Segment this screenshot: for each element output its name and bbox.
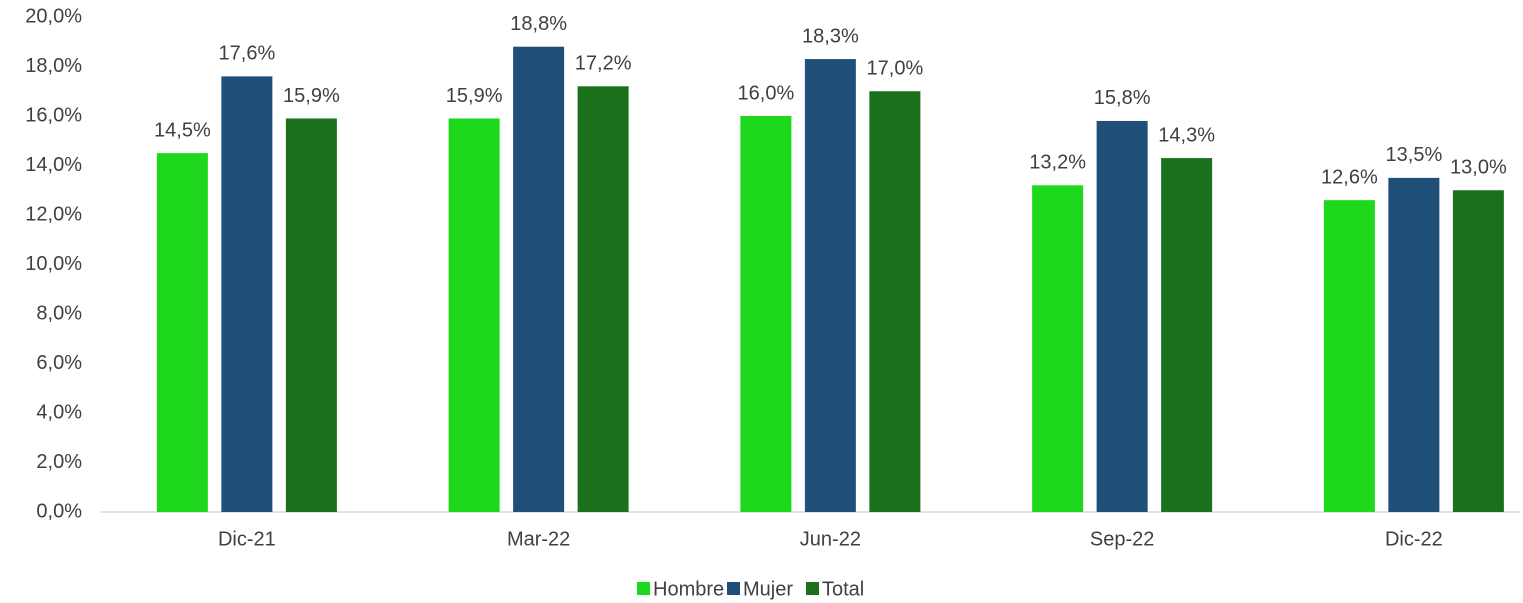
- data-label: 14,3%: [1158, 124, 1215, 146]
- bar: [577, 86, 629, 513]
- bar: [804, 59, 856, 512]
- y-tick-label: 14,0%: [25, 154, 82, 176]
- legend-label: Total: [822, 578, 864, 600]
- y-tick-label: 6,0%: [36, 352, 82, 374]
- bar: [1032, 185, 1084, 513]
- bar: [513, 46, 565, 512]
- x-tick-label: Jun-22: [800, 528, 861, 550]
- bar: [1388, 177, 1440, 512]
- y-tick-label: 8,0%: [36, 302, 82, 324]
- legend-swatch: [637, 582, 650, 595]
- x-tick-label: Dic-22: [1385, 528, 1443, 550]
- y-tick-label: 18,0%: [25, 55, 82, 77]
- data-label: 14,5%: [154, 119, 211, 141]
- y-tick-label: 20,0%: [25, 5, 82, 27]
- data-label: 18,3%: [802, 25, 859, 47]
- y-tick-label: 0,0%: [36, 500, 82, 522]
- x-tick-label: Dic-21: [218, 528, 276, 550]
- legend-swatch: [806, 582, 819, 595]
- legend-label: Hombre: [653, 578, 724, 600]
- y-tick-label: 16,0%: [25, 104, 82, 126]
- y-tick-label: 10,0%: [25, 253, 82, 275]
- data-label: 12,6%: [1321, 166, 1378, 188]
- y-tick-label: 4,0%: [36, 401, 82, 423]
- data-label: 15,9%: [283, 85, 340, 107]
- bar: [740, 116, 792, 512]
- data-label: 17,0%: [867, 58, 924, 80]
- data-label: 17,2%: [575, 53, 632, 75]
- bar: [1096, 120, 1148, 512]
- data-label: 15,8%: [1094, 87, 1151, 109]
- legend-label: Mujer: [743, 578, 793, 600]
- y-tick-label: 12,0%: [25, 203, 82, 225]
- bar: [1161, 158, 1213, 512]
- bar: [1452, 190, 1504, 512]
- x-tick-label: Sep-22: [1090, 528, 1155, 550]
- bar: [448, 118, 500, 512]
- bar: [156, 153, 208, 512]
- data-label: 15,9%: [446, 85, 503, 107]
- y-tick-label: 2,0%: [36, 451, 82, 473]
- data-label: 17,6%: [219, 43, 276, 65]
- x-tick-label: Mar-22: [507, 528, 570, 550]
- data-label: 18,8%: [510, 13, 567, 35]
- bar: [1323, 200, 1375, 512]
- data-label: 13,2%: [1029, 152, 1086, 174]
- bar: [869, 91, 921, 512]
- bar: [285, 118, 337, 512]
- legend-swatch: [727, 582, 740, 595]
- data-label: 13,0%: [1450, 157, 1507, 179]
- data-label: 16,0%: [738, 82, 795, 104]
- data-label: 13,5%: [1386, 144, 1443, 166]
- bar: [221, 76, 273, 513]
